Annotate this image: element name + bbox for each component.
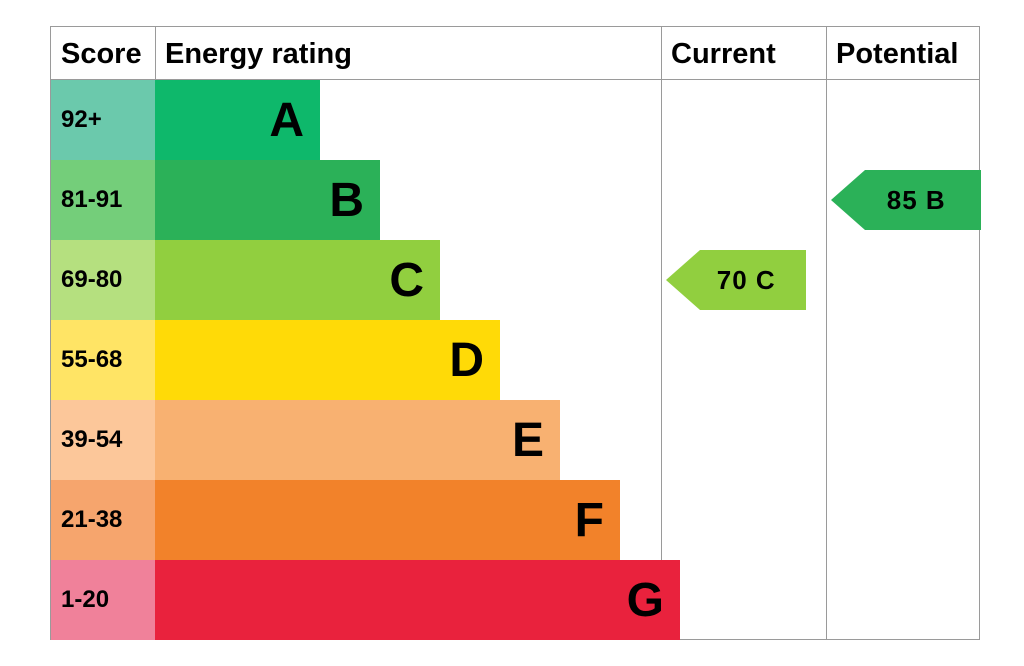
rating-letter-f: F	[575, 493, 604, 548]
score-range-f: 21-38	[51, 480, 155, 560]
rating-bar-b: B	[155, 160, 380, 240]
score-range-a: 92+	[51, 80, 155, 160]
band-row-e: 39-54 E	[51, 400, 979, 480]
rating-letter-g: G	[627, 573, 664, 628]
score-range-d: 55-68	[51, 320, 155, 400]
rating-letter-d: D	[449, 333, 484, 388]
current-pointer-arrow-icon	[666, 250, 700, 310]
rating-letter-c: C	[389, 253, 424, 308]
rating-letter-b: B	[329, 173, 364, 228]
current-pointer-label: 70 C	[717, 265, 776, 296]
rating-bar-a: A	[155, 80, 320, 160]
score-range-b: 81-91	[51, 160, 155, 240]
rating-rows: 92+ A 81-91 B 69-80 C 55-68 D 39-54 E 21-38 F 1-20 G	[51, 80, 979, 640]
score-range-c: 69-80	[51, 240, 155, 320]
band-row-c: 69-80 C	[51, 240, 979, 320]
rating-bar-e: E	[155, 400, 560, 480]
rating-bar-f: F	[155, 480, 620, 560]
rating-bar-g: G	[155, 560, 680, 640]
band-row-g: 1-20 G	[51, 560, 979, 640]
potential-pointer: 85 B	[831, 170, 981, 230]
header-potential: Potential	[826, 27, 981, 79]
potential-pointer-label: 85 B	[887, 185, 946, 216]
header-current: Current	[661, 27, 826, 79]
score-range-e: 39-54	[51, 400, 155, 480]
current-pointer: 70 C	[666, 250, 806, 310]
header-row: Score Energy rating Current Potential	[51, 26, 979, 80]
header-score: Score	[51, 27, 155, 79]
band-row-a: 92+ A	[51, 80, 979, 160]
band-row-d: 55-68 D	[51, 320, 979, 400]
rating-letter-e: E	[512, 413, 544, 468]
score-range-g: 1-20	[51, 560, 155, 640]
band-row-f: 21-38 F	[51, 480, 979, 560]
rating-bar-c: C	[155, 240, 440, 320]
rating-bar-d: D	[155, 320, 500, 400]
rating-letter-a: A	[269, 93, 304, 148]
potential-pointer-arrow-icon	[831, 170, 865, 230]
header-rating: Energy rating	[155, 27, 362, 79]
energy-rating-chart: Score Energy rating Current Potential 92…	[50, 26, 980, 640]
